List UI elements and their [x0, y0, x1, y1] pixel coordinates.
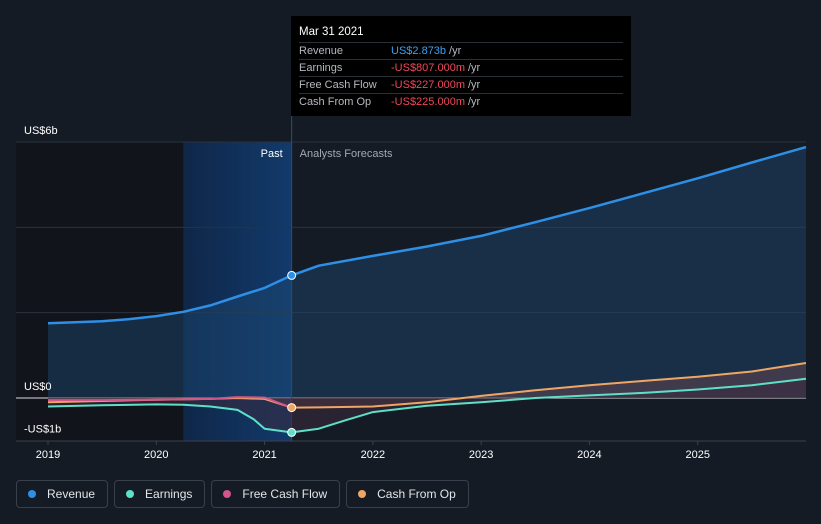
tooltip-row-cash-from-op: Cash From Op -US$225.000m /yr: [299, 94, 623, 110]
tooltip-unit: /yr: [468, 79, 481, 91]
legend-dot-icon: [223, 490, 232, 498]
past-highlight-region: [183, 142, 292, 441]
forecast-label: Analysts Forecasts: [300, 148, 393, 160]
x-tick-label: 2019: [36, 449, 60, 461]
past-dark-region: [16, 142, 184, 441]
tooltip-row-revenue: Revenue US$2.873b /yr: [299, 43, 623, 60]
legend-label: Revenue: [47, 487, 96, 501]
legend-label: Free Cash Flow: [242, 487, 328, 501]
legend-dot-icon: [358, 490, 367, 498]
marker-revenue: [287, 270, 297, 280]
earnings-line: [47, 377, 807, 434]
legend-label: Earnings: [145, 487, 193, 501]
marker-cash-from-op: [287, 403, 297, 413]
x-tick-label: 2020: [144, 449, 168, 461]
legend-item-revenue[interactable]: Revenue: [16, 480, 109, 508]
legend-dot-icon: [28, 490, 36, 498]
tooltip-date: Mar 31 2021: [299, 24, 623, 43]
x-tick-label: 2024: [577, 449, 601, 461]
tooltip: Mar 31 2021 Revenue US$2.873b /yr Earnin…: [291, 16, 631, 116]
tooltip-row-free-cash-flow: Free Cash Flow -US$227.000m /yr: [299, 77, 623, 94]
tooltip-value: US$2.873b: [391, 45, 447, 57]
tooltip-unit: /yr: [468, 96, 481, 108]
tooltip-label: Free Cash Flow: [299, 79, 377, 91]
past-label: Past: [261, 148, 283, 160]
revenue-area: [48, 147, 806, 398]
x-tick-label: 2023: [469, 449, 493, 461]
tooltip-label: Earnings: [299, 62, 343, 74]
legend: Revenue Earnings Free Cash Flow Cash Fro…: [16, 480, 475, 510]
legend-item-earnings[interactable]: Earnings: [114, 480, 206, 508]
y-axis-label: US$6b: [24, 125, 58, 137]
x-tick-label: 2025: [685, 449, 709, 461]
x-tick-label: 2021: [252, 449, 276, 461]
y-axis-label: -US$1b: [24, 424, 61, 436]
free-cash-flow-line: [48, 396, 292, 409]
tooltip-unit: /yr: [468, 62, 481, 74]
legend-item-cash-from-op[interactable]: Cash From Op: [346, 480, 469, 508]
tooltip-label: Revenue: [299, 45, 344, 57]
tooltip-row-earnings: Earnings -US$807.000m /yr: [299, 60, 623, 77]
marker-earnings: [287, 427, 297, 437]
legend-dot-icon: [126, 490, 135, 498]
x-tick-label: 2022: [361, 449, 385, 461]
tooltip-value: -US$227.000m: [391, 79, 465, 91]
tooltip-value: -US$225.000m: [391, 96, 465, 108]
legend-label: Cash From Op: [377, 487, 456, 501]
tooltip-value: -US$807.000m: [391, 62, 465, 74]
y-axis-label: US$0: [24, 381, 52, 393]
legend-item-free-cash-flow[interactable]: Free Cash Flow: [211, 480, 341, 508]
tooltip-label: Cash From Op: [299, 96, 372, 108]
tooltip-unit: /yr: [449, 45, 462, 57]
revenue-line: [47, 145, 807, 325]
